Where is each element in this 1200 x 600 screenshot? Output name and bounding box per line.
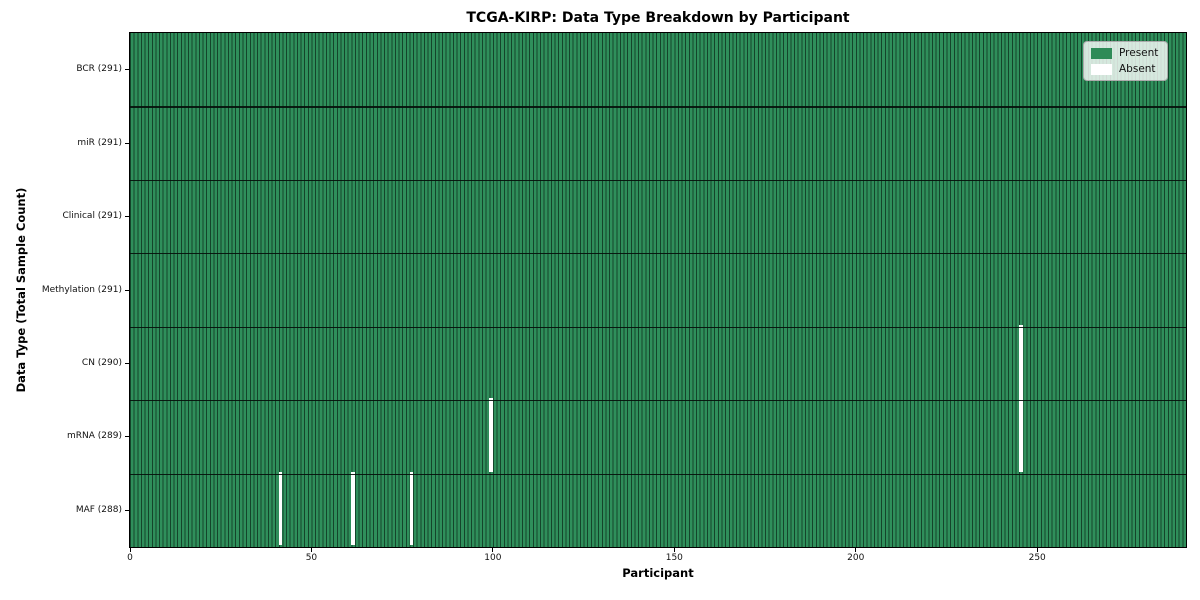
- absent-gap-mRNA-99: [489, 398, 493, 472]
- y-tick-mark: [125, 69, 129, 71]
- y-tick-mark: [125, 436, 129, 438]
- y-tick-mark: [125, 289, 129, 291]
- chart-title: TCGA-KIRP: Data Type Breakdown by Partic…: [466, 10, 850, 26]
- x-tick-label: 0: [127, 553, 133, 563]
- present-swatch-icon: [1091, 47, 1112, 59]
- x-tick-mark: [492, 547, 494, 552]
- y-tick-label: Methylation (291): [41, 284, 122, 295]
- row-separator: [130, 400, 1186, 402]
- row-separator: [130, 326, 1186, 328]
- y-tick-mark: [125, 216, 129, 218]
- plot-area: [130, 33, 1186, 547]
- x-tick-mark: [855, 547, 857, 552]
- x-tick-label: 150: [665, 553, 683, 563]
- x-tick-mark: [129, 547, 131, 552]
- y-tick-mark: [125, 509, 129, 511]
- absent-gap-mRNA-245: [1019, 398, 1023, 472]
- absent-gap-MAF-61: [351, 471, 355, 545]
- x-tick-mark: [310, 547, 312, 552]
- absent-swatch-icon: [1091, 63, 1112, 75]
- row-separator: [130, 106, 1186, 108]
- legend: Present Absent: [1083, 41, 1169, 81]
- row-separator: [130, 253, 1186, 255]
- y-tick-mark: [125, 142, 129, 144]
- legend-label-absent: Absent: [1119, 63, 1156, 75]
- legend-label-present: Present: [1119, 47, 1159, 59]
- absent-gap-CN-245: [1019, 324, 1023, 399]
- x-tick-mark: [673, 547, 675, 552]
- y-tick-label: Clinical (291): [62, 211, 122, 222]
- y-tick-label: MAF (288): [75, 504, 122, 515]
- legend-entry-absent: Absent: [1091, 63, 1158, 75]
- x-tick-label: 200: [847, 553, 865, 563]
- x-tick-label: 100: [484, 553, 502, 563]
- x-tick-label: 50: [305, 553, 318, 563]
- y-tick-mark: [125, 362, 129, 364]
- row-separator: [130, 179, 1186, 182]
- row-separator: [130, 473, 1186, 475]
- x-tick-label: 250: [1028, 553, 1046, 563]
- y-tick-label: BCR (291): [76, 64, 122, 75]
- absent-gap-MAF-77: [409, 471, 413, 545]
- y-tick-label: miR (291): [77, 137, 122, 148]
- x-axis-label: Participant: [622, 566, 694, 580]
- y-tick-label: mRNA (289): [67, 431, 122, 442]
- legend-entry-present: Present: [1091, 47, 1158, 59]
- absent-gap-MAF-41: [278, 471, 283, 545]
- y-tick-label: CN (290): [81, 357, 122, 368]
- x-tick-mark: [1036, 547, 1038, 552]
